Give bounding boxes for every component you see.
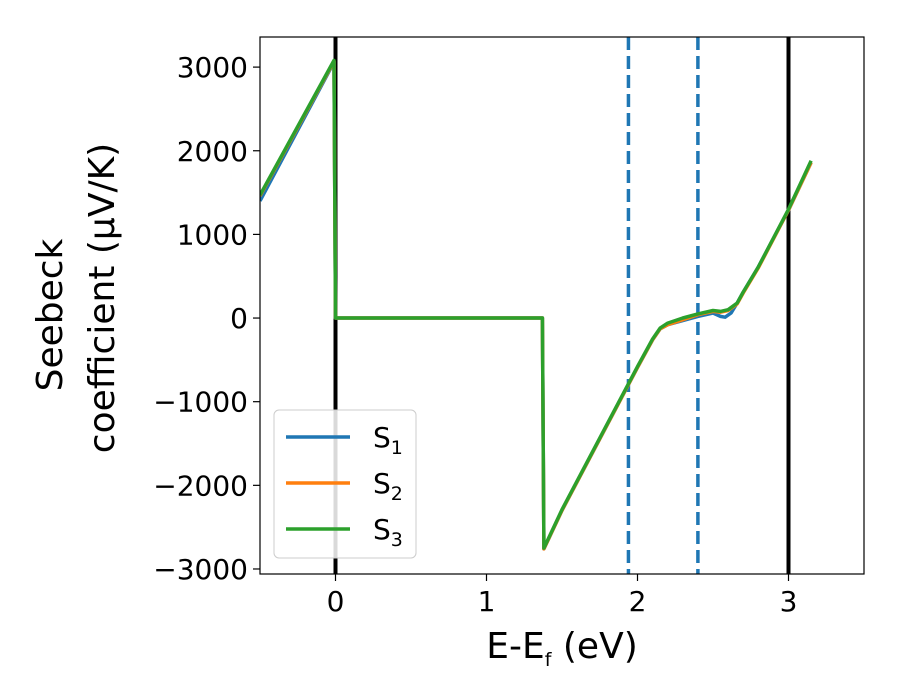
x-tick-label: 0 [327,585,345,618]
x-tick-label: 2 [629,585,647,618]
y-tick-label: 2000 [177,135,248,168]
axis-ticks: 0 1 2 3 −3000 −2000 −1000 0 1000 2000 3000 [153,51,797,618]
x-axis-label: E-Ef (eV) [486,626,638,671]
axes-frame [259,36,865,575]
y-tick-label: −3000 [153,553,248,586]
y-tick-label: 0 [230,302,248,335]
series-line-s3 [260,58,813,550]
x-tick-label: 3 [780,585,798,618]
y-tick-label: 1000 [177,218,248,251]
y-tick-label: −2000 [153,469,248,502]
legend-label-s2: S2 [373,467,403,505]
y-tick-label: 3000 [177,51,248,84]
legend: S1 S2 S3 [273,409,417,559]
plot-area [260,37,813,574]
legend-label-s1: S1 [373,421,403,459]
legend-label-s3: S3 [373,513,403,551]
x-tick-label: 1 [478,585,496,618]
y-axis-label-line-1: Seebeck [30,238,71,391]
y-axis-label-line-2: coefficient (μV/K) [82,143,123,453]
axes-border [259,36,865,575]
y-tick-label: −1000 [153,386,248,419]
